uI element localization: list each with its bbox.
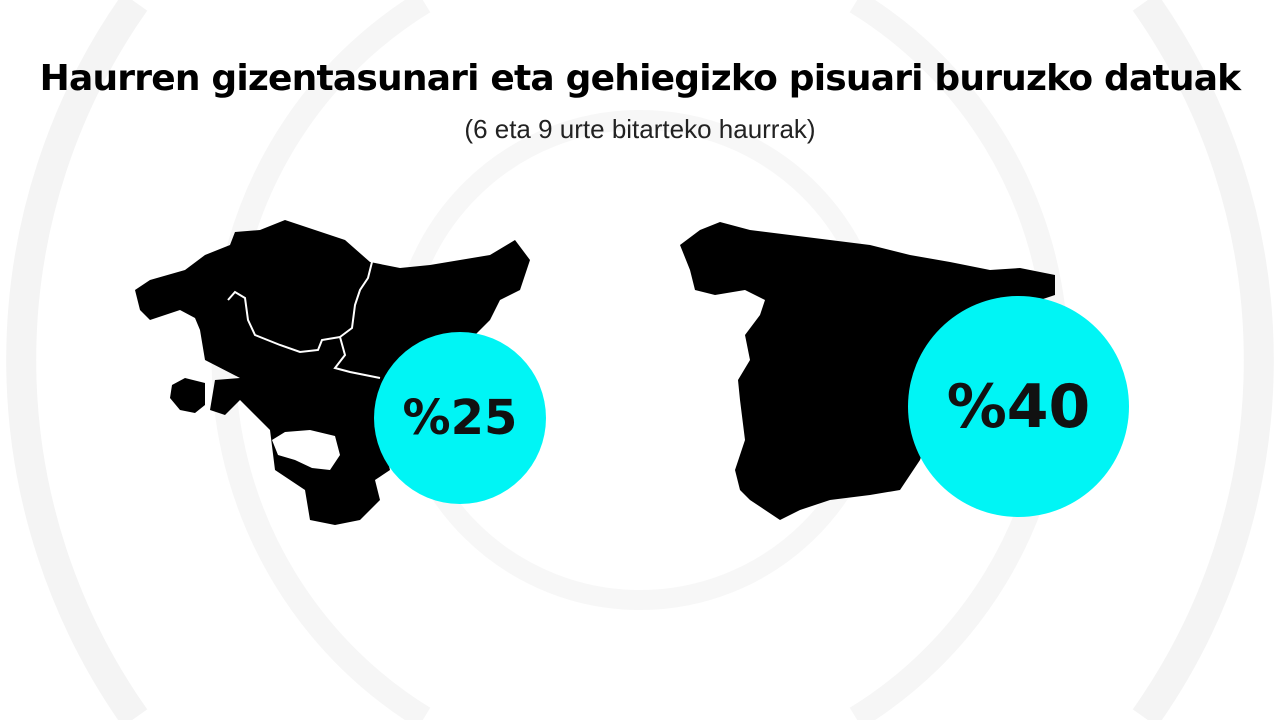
page-subtitle: (6 eta 9 urte bitarteko haurrak) (464, 114, 816, 144)
page-title: Haurren gizentasunari eta gehiegizko pis… (39, 58, 1241, 99)
basque-percentage-value: %25 (402, 390, 518, 446)
spain-map (680, 222, 1055, 520)
basque-country-map (135, 220, 530, 525)
basque-percentage-badge: %25 (374, 332, 546, 504)
spain-percentage-badge: %40 (908, 296, 1129, 517)
spain-percentage-value: %40 (946, 371, 1091, 442)
